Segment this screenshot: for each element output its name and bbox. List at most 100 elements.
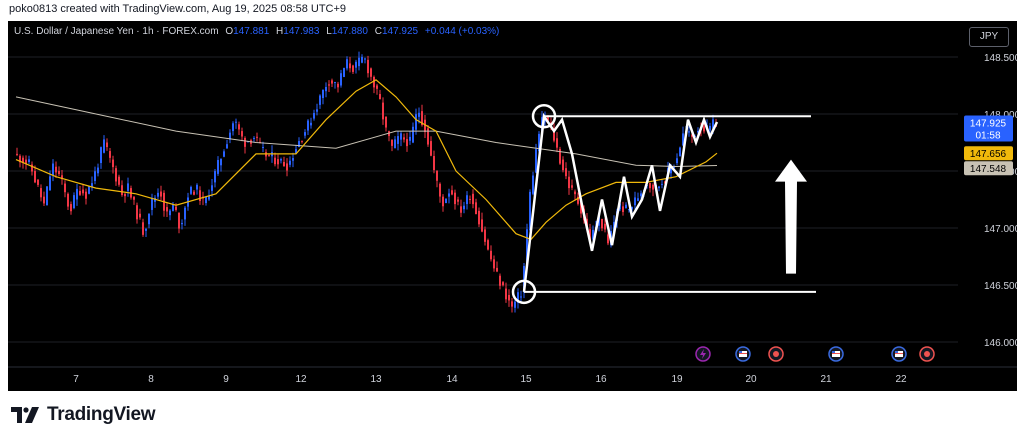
candle-body <box>343 68 345 77</box>
candle-body <box>289 160 291 165</box>
candle-body <box>379 94 381 100</box>
candle-body <box>478 210 480 225</box>
x-tick-label: 14 <box>446 374 458 385</box>
candle-body <box>475 202 477 215</box>
candle-body <box>679 147 681 157</box>
candle-body <box>517 292 519 303</box>
candle-body <box>490 250 492 260</box>
candle-body <box>208 196 210 200</box>
low-value: 147.880 <box>331 26 368 37</box>
candle-body <box>205 196 207 204</box>
candle-body <box>238 124 240 130</box>
high-label: H <box>276 26 284 37</box>
candle-body <box>115 168 117 182</box>
symbol-name[interactable]: U.S. Dollar / Japanese Yen · 1h · FOREX.… <box>14 26 219 37</box>
x-tick-label: 20 <box>745 374 757 385</box>
candle-body <box>574 191 576 195</box>
candle-body <box>337 83 339 88</box>
candle-body <box>604 223 606 230</box>
y-tick-label: 148.000 <box>984 110 1017 121</box>
candle-body <box>493 259 495 269</box>
candle-body <box>538 133 540 152</box>
candle-body <box>217 160 219 174</box>
brand-name: TradingView <box>47 404 156 425</box>
candle-body <box>673 166 675 169</box>
candle-body <box>427 128 429 145</box>
candle-body <box>25 159 27 164</box>
candle-body <box>376 85 378 89</box>
candle-body <box>304 132 306 136</box>
candle-body <box>91 183 93 188</box>
candle-body <box>190 186 192 194</box>
candle-body <box>100 147 102 164</box>
candle-body <box>466 195 468 205</box>
candle-body <box>316 109 318 112</box>
resistance-circle[interactable] <box>531 104 557 129</box>
candle-body <box>127 183 129 191</box>
chart-frame[interactable]: 148.500148.000147.500147.000146.500146.0… <box>8 21 1017 391</box>
price-label-value: 147.925 <box>970 119 1007 130</box>
candle-body <box>451 190 453 195</box>
candle-body <box>76 188 78 200</box>
candle-body <box>40 188 42 198</box>
candle-body <box>394 139 396 149</box>
candle-body <box>172 204 174 211</box>
x-tick-label: 12 <box>295 374 307 385</box>
candle-body <box>592 229 594 240</box>
candle-body <box>355 61 357 68</box>
flag-stripe <box>832 353 840 354</box>
candle-body <box>313 113 315 119</box>
candle-body <box>562 159 564 171</box>
candle-body <box>145 228 147 231</box>
candle-body <box>199 190 201 201</box>
candle-body <box>697 130 699 133</box>
currency-button[interactable]: JPY <box>969 27 1009 47</box>
candle-body <box>484 229 486 242</box>
candle-body <box>244 137 246 147</box>
candle-body <box>118 176 120 185</box>
candle-body <box>361 56 363 63</box>
candle-body <box>640 193 642 197</box>
candle-body <box>631 206 633 210</box>
candle-body <box>28 159 30 163</box>
candle-body <box>16 153 18 155</box>
candle-body <box>688 131 690 133</box>
price-chart[interactable]: 148.500148.000147.500147.000146.500146.0… <box>8 21 1017 391</box>
candle-body <box>262 147 264 149</box>
candle-body <box>580 201 582 214</box>
candle-body <box>70 204 72 212</box>
candle-body <box>214 171 216 183</box>
candle-body <box>529 191 531 231</box>
candle-body <box>661 183 663 185</box>
candle-body <box>169 210 171 216</box>
y-tick-label: 146.000 <box>984 338 1017 349</box>
candle-body <box>232 123 234 132</box>
candle-body <box>511 301 513 307</box>
candle-body <box>508 294 510 301</box>
candle-body <box>181 222 183 225</box>
candle-body <box>136 205 138 220</box>
candle-body <box>166 207 168 212</box>
candle-body <box>94 171 96 181</box>
candle-body <box>505 288 507 300</box>
candle-body <box>139 213 141 218</box>
candle-body <box>352 65 354 72</box>
candle-body <box>175 206 177 210</box>
candle-body <box>547 116 549 121</box>
candle-body <box>331 80 333 84</box>
candle-body <box>319 95 321 105</box>
candle-body <box>472 193 474 205</box>
x-tick-label: 9 <box>223 374 229 385</box>
up-arrow[interactable] <box>775 159 807 274</box>
candle-body <box>520 296 522 298</box>
support-circle[interactable] <box>511 279 537 305</box>
flag-canton <box>895 351 898 353</box>
candle-body <box>295 149 297 154</box>
candle-body <box>106 142 108 148</box>
open-value: 147.881 <box>233 26 270 37</box>
candle-body <box>628 209 630 211</box>
candle-body <box>49 176 51 191</box>
candle-body <box>31 164 33 172</box>
candle-body <box>34 171 36 183</box>
candle-body <box>334 81 336 83</box>
